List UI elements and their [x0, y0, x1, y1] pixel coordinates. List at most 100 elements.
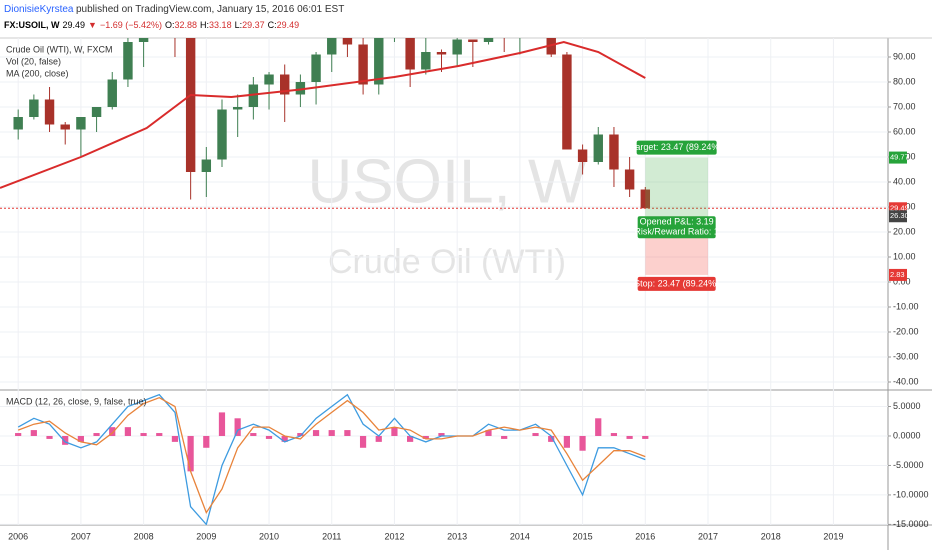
author[interactable]: DionisieKyrstea: [4, 4, 74, 15]
candle-body: [640, 189, 651, 209]
symbol-part: 29.37: [242, 20, 265, 30]
symbol-part: C:: [268, 20, 277, 30]
y-tick-label: 60.00: [893, 126, 916, 136]
legend-entry: Crude Oil (WTI), W, FXCM: [6, 44, 113, 54]
moving-average: [0, 40, 646, 189]
price-badge-label: 49.77: [890, 153, 909, 162]
symbol-part: O:: [165, 20, 175, 30]
histogram-bar: [203, 435, 210, 448]
price-badge: [889, 268, 907, 281]
position-label-box: [637, 276, 716, 291]
histogram-bar: [642, 435, 649, 439]
histogram-bar: [595, 418, 602, 436]
candle-body: [185, 38, 196, 172]
symbol-part: 32.88: [175, 20, 198, 30]
candle-body: [436, 52, 447, 55]
symbol-part: 33.18: [209, 20, 232, 30]
candle-body: [405, 38, 415, 70]
histogram-bar: [626, 435, 633, 439]
y-tick-label: 80.00: [893, 76, 916, 86]
candle-body: [609, 134, 619, 170]
histogram-bar: [140, 433, 147, 436]
y-tick-label: -10.00: [893, 301, 919, 311]
x-tick-label: 2008: [134, 531, 154, 541]
histogram-bar: [156, 433, 163, 436]
candle-body: [107, 79, 117, 107]
histogram-bar: [501, 435, 508, 439]
y-tick-label: -40.00: [893, 376, 919, 386]
histogram-bar: [77, 435, 84, 442]
header: DionisieKyrstea published on TradingView…: [4, 3, 344, 14]
price-badge-label: 2.83: [890, 270, 905, 279]
position-label: Target: 23.47 (89.24%): [631, 142, 723, 152]
candle-body: [91, 107, 102, 117]
histogram-bar: [187, 435, 194, 472]
position-label: Risk/Reward Ratio: 1: [634, 227, 719, 237]
y-tick-label: -15.0000: [893, 519, 929, 529]
candle-body: [562, 54, 572, 150]
candle-body: [44, 99, 55, 125]
x-tick-label: 2013: [447, 531, 467, 541]
histogram-bar: [109, 427, 116, 436]
histogram-bar: [328, 430, 335, 436]
y-tick-label: 5.0000: [893, 401, 921, 411]
candle-body: [138, 38, 149, 42]
symbol-part: 29.49: [277, 20, 300, 30]
symbol-part: 29.49: [63, 20, 86, 30]
histogram-bar: [124, 427, 132, 436]
candle-body: [358, 44, 368, 85]
y-tick-label: 40.00: [893, 176, 916, 186]
candle-body: [60, 124, 70, 130]
x-tick-label: 2016: [635, 531, 655, 541]
histogram-bar: [218, 412, 226, 436]
candle-body: [264, 74, 274, 85]
candle-body: [201, 159, 212, 172]
symbol-part: L:: [235, 20, 243, 30]
histogram-bar: [297, 433, 304, 436]
pane: [0, 393, 888, 525]
x-tick-label: 2012: [384, 531, 404, 541]
y-tick-label: -20.00: [893, 326, 919, 336]
price-badge: [889, 151, 907, 164]
candle-body: [468, 39, 478, 42]
position-label-box: [636, 140, 717, 155]
symbol-part: ▼: [88, 20, 97, 30]
histogram-bar: [234, 418, 241, 436]
histogram-bar: [265, 435, 273, 439]
candle-body: [280, 74, 290, 95]
histogram-bar: [407, 435, 414, 442]
histogram-bar: [93, 433, 100, 436]
x-tick-label: 2009: [196, 531, 216, 541]
histogram-bar: [312, 430, 320, 436]
price-badge: [889, 210, 907, 223]
candle-body: [421, 52, 431, 70]
histogram-bar: [375, 435, 382, 442]
histogram-bar: [250, 433, 257, 436]
y-tick-label: 70.00: [893, 101, 916, 111]
histogram-bar: [281, 435, 288, 442]
histogram-bar: [391, 427, 398, 436]
candle-body: [577, 149, 588, 162]
symbol-part: H:: [200, 20, 209, 30]
candle-body: [13, 117, 23, 130]
macd-line: [17, 396, 646, 515]
candle-body: [593, 134, 603, 162]
x-tick-label: 2019: [823, 531, 843, 541]
x-tick-label: 2010: [259, 531, 279, 541]
position-label: Stop: 23.47 (89.24%): [634, 278, 719, 288]
position-label-box: [637, 216, 716, 239]
histogram-bar: [532, 433, 539, 436]
histogram-bar: [563, 435, 570, 448]
y-tick-label: -10.0000: [893, 489, 929, 499]
histogram-bar: [359, 435, 367, 448]
candle-body: [342, 38, 353, 45]
x-tick-label: 2015: [573, 531, 593, 541]
candle-body: [123, 42, 133, 80]
y-tick-label: 90.00: [893, 51, 916, 61]
candle-body: [76, 117, 86, 130]
candle-body: [546, 38, 556, 55]
histogram-bar: [62, 435, 69, 445]
histogram-bar: [30, 430, 37, 436]
